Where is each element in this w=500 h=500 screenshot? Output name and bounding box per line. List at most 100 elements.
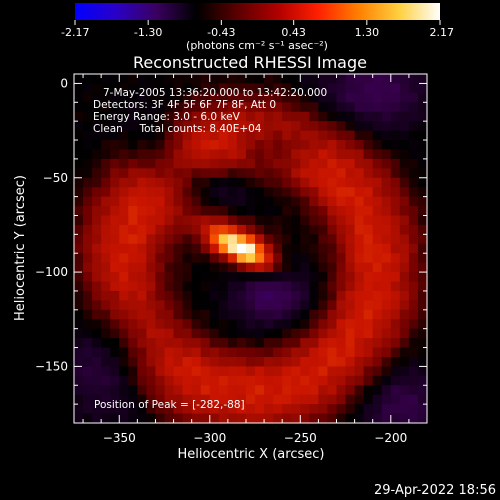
heatmap-pixel: [110, 158, 120, 169]
heatmap-pixel: [137, 366, 148, 377]
heatmap-pixel: [218, 328, 229, 339]
heatmap-pixel: [345, 385, 356, 396]
colorbar-tick-label: -0.43: [207, 26, 235, 39]
heatmap-pixel: [146, 385, 157, 396]
heatmap-pixel: [218, 158, 229, 169]
heatmap-pixel: [255, 281, 265, 292]
heatmap-pixel: [282, 168, 292, 179]
heatmap-pixel: [390, 385, 401, 396]
heatmap-pixel: [173, 158, 184, 169]
heatmap-pixel: [83, 187, 93, 198]
heatmap-pixel: [110, 385, 120, 396]
heatmap-pixel: [372, 130, 383, 141]
heatmap-pixel: [164, 356, 175, 368]
heatmap-pixel: [236, 234, 247, 245]
heatmap-pixel: [164, 196, 175, 207]
heatmap-pixel: [291, 347, 301, 358]
heatmap-pixel: [273, 215, 283, 226]
heatmap-pixel: [173, 196, 184, 207]
heatmap-pixel: [273, 338, 283, 349]
heatmap-pixel: [399, 74, 410, 85]
heatmap-pixel: [291, 92, 301, 103]
heatmap-pixel: [372, 385, 383, 396]
heatmap-pixel: [327, 394, 338, 405]
heatmap-pixel: [227, 83, 238, 94]
heatmap-pixel: [309, 83, 319, 94]
heatmap-pixel: [92, 206, 102, 217]
heatmap-pixel: [74, 356, 84, 368]
heatmap-pixel: [282, 290, 292, 301]
heatmap-pixel: [291, 206, 301, 217]
heatmap-pixel: [92, 338, 102, 349]
colorbar-tick-label: 0.43: [281, 26, 306, 39]
heatmap-pixel: [255, 338, 265, 349]
heatmap-pixel: [282, 158, 292, 169]
heatmap-pixel: [291, 300, 301, 311]
heatmap-pixel: [408, 234, 419, 245]
heatmap-pixel: [128, 328, 138, 339]
heatmap-pixel: [218, 413, 229, 423]
heatmap-pixel: [282, 356, 292, 368]
heatmap-pixel: [227, 319, 238, 330]
heatmap-pixel: [218, 272, 229, 283]
heatmap-pixel: [227, 224, 238, 235]
heatmap-pixel: [318, 215, 329, 226]
heatmap-pixel: [101, 215, 111, 226]
heatmap-pixel: [236, 215, 247, 226]
heatmap-pixel: [300, 262, 310, 273]
heatmap-pixel: [327, 215, 338, 226]
heatmap-pixel: [101, 300, 111, 311]
heatmap-pixel: [191, 168, 202, 179]
heatmap-pixel: [291, 281, 301, 292]
heatmap-pixel: [264, 111, 274, 122]
heatmap-pixel: [119, 394, 129, 405]
heatmap-pixel: [390, 253, 401, 264]
heatmap-pixel: [372, 187, 383, 198]
heatmap-pixel: [173, 92, 184, 103]
heatmap-pixel: [146, 338, 157, 349]
heatmap-pixel: [354, 83, 365, 94]
heatmap-pixel: [101, 140, 111, 151]
heatmap-pixel: [110, 375, 120, 386]
heatmap-pixel: [245, 224, 256, 235]
heatmap-pixel: [119, 187, 129, 198]
colorbar-tick-label: 1.30: [355, 26, 380, 39]
heatmap-pixel: [164, 234, 175, 245]
heatmap-pixel: [92, 83, 102, 94]
heatmap-pixel: [128, 92, 138, 103]
heatmap-pixel: [92, 309, 102, 320]
heatmap-pixel: [110, 290, 120, 301]
heatmap-pixel: [218, 140, 229, 151]
x-tick-label: −350: [103, 431, 136, 445]
heatmap-pixel: [128, 243, 138, 254]
heatmap-pixel: [273, 262, 283, 273]
heatmap-pixel: [336, 347, 347, 358]
heatmap-pixel: [273, 300, 283, 311]
heatmap-pixel: [236, 149, 247, 160]
heatmap-pixel: [155, 74, 166, 85]
heatmap-pixel: [255, 158, 265, 169]
heatmap-pixel: [291, 224, 301, 235]
heatmap-pixel: [336, 102, 347, 113]
heatmap-pixel: [345, 121, 356, 132]
heatmap-pixel: [273, 319, 283, 330]
heatmap-pixel: [345, 404, 356, 415]
heatmap-pixel: [191, 102, 202, 113]
heatmap-pixel: [264, 187, 274, 198]
heatmap-pixel: [128, 121, 138, 132]
heatmap-pixel: [182, 224, 193, 235]
heatmap-pixel: [245, 111, 256, 122]
heatmap-pixel: [372, 290, 383, 301]
heatmap-pixel: [408, 413, 419, 423]
heatmap-pixel: [182, 74, 193, 85]
heatmap-pixel: [92, 356, 102, 368]
heatmap-pixel: [390, 111, 401, 122]
heatmap-pixel: [173, 319, 184, 330]
heatmap-pixel: [381, 281, 392, 292]
heatmap-pixel: [309, 253, 319, 264]
heatmap-pixel: [381, 74, 392, 85]
heatmap-pixel: [417, 234, 427, 245]
heatmap-pixel: [327, 404, 338, 415]
heatmap-pixel: [182, 309, 193, 320]
heatmap-pixel: [110, 149, 120, 160]
